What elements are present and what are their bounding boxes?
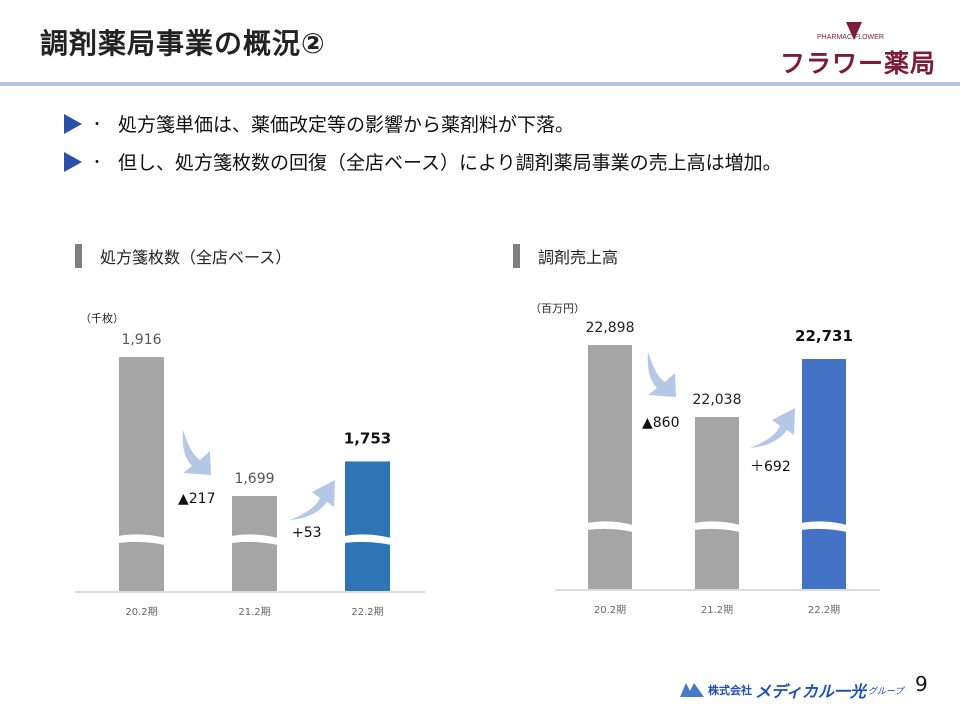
data-label: 1,753	[344, 429, 391, 447]
bar-21.2期	[232, 496, 277, 591]
heading-marker	[75, 244, 82, 268]
x-tick-label: 21.2期	[238, 606, 270, 618]
increase-arrow-icon	[750, 408, 795, 448]
x-tick-label: 21.2期	[701, 604, 733, 616]
bar-20.2期	[119, 357, 164, 591]
logo-subtext: PHARMAC FLOWER	[817, 34, 884, 41]
chart1-heading: 処方箋枚数（全店ベース）	[75, 244, 291, 268]
data-label: 1,916	[121, 332, 161, 348]
company-logo: 株式会社 メディカル一光 グループ	[680, 678, 903, 702]
change-label: ▲860	[642, 415, 680, 431]
bullet-2: ・但し、処方箋枚数の回復（全店ベース）により調剤薬局事業の売上高は増加。	[64, 148, 782, 175]
data-label: 22,038	[693, 392, 742, 408]
page-title: 調剤薬局事業の概況②	[40, 27, 326, 60]
data-label: 22,898	[586, 320, 635, 336]
axis-break	[587, 521, 633, 532]
increase-arrow-icon	[290, 480, 335, 520]
play-arrow-icon	[64, 151, 82, 172]
axis-break	[801, 521, 847, 532]
unit-label: （百万円）	[530, 302, 585, 315]
x-tick-label: 22.2期	[808, 604, 840, 616]
chart2-heading: 調剤売上高	[513, 244, 618, 268]
logo-mark-icon	[680, 683, 704, 697]
bar-21.2期	[695, 417, 739, 589]
logo-text: フラワー薬局	[780, 49, 937, 78]
play-arrow-icon	[64, 113, 82, 134]
data-label: 22,731	[795, 327, 853, 345]
bar-22.2期	[802, 358, 846, 589]
decrease-arrow-icon	[647, 352, 676, 397]
bar-22.2期	[345, 461, 390, 591]
axis-break	[344, 534, 391, 545]
axis-break	[694, 521, 740, 532]
axis-break	[231, 534, 278, 545]
x-tick-label: 20.2期	[594, 604, 626, 616]
flower-pharmacy-logo: PHARMAC FLOWER フラワー薬局	[780, 20, 940, 80]
axis-break	[118, 534, 165, 545]
unit-label: （千枚）	[80, 311, 124, 325]
x-tick-label: 20.2期	[125, 606, 157, 618]
page-number: 9	[915, 672, 928, 696]
heading-marker	[513, 244, 520, 268]
x-tick-label: 22.2期	[351, 606, 383, 618]
decrease-arrow-icon	[182, 430, 211, 475]
change-label: ＋692	[750, 459, 791, 475]
title-divider	[0, 82, 960, 86]
data-label: 1,699	[234, 471, 274, 487]
flower-icon	[846, 22, 862, 40]
bullet-1: ・処方箋単価は、薬価改定等の影響から薬剤料が下落。	[64, 110, 574, 137]
change-label: ▲217	[178, 491, 216, 507]
bar-20.2期	[588, 345, 632, 589]
change-label: +53	[292, 525, 322, 541]
